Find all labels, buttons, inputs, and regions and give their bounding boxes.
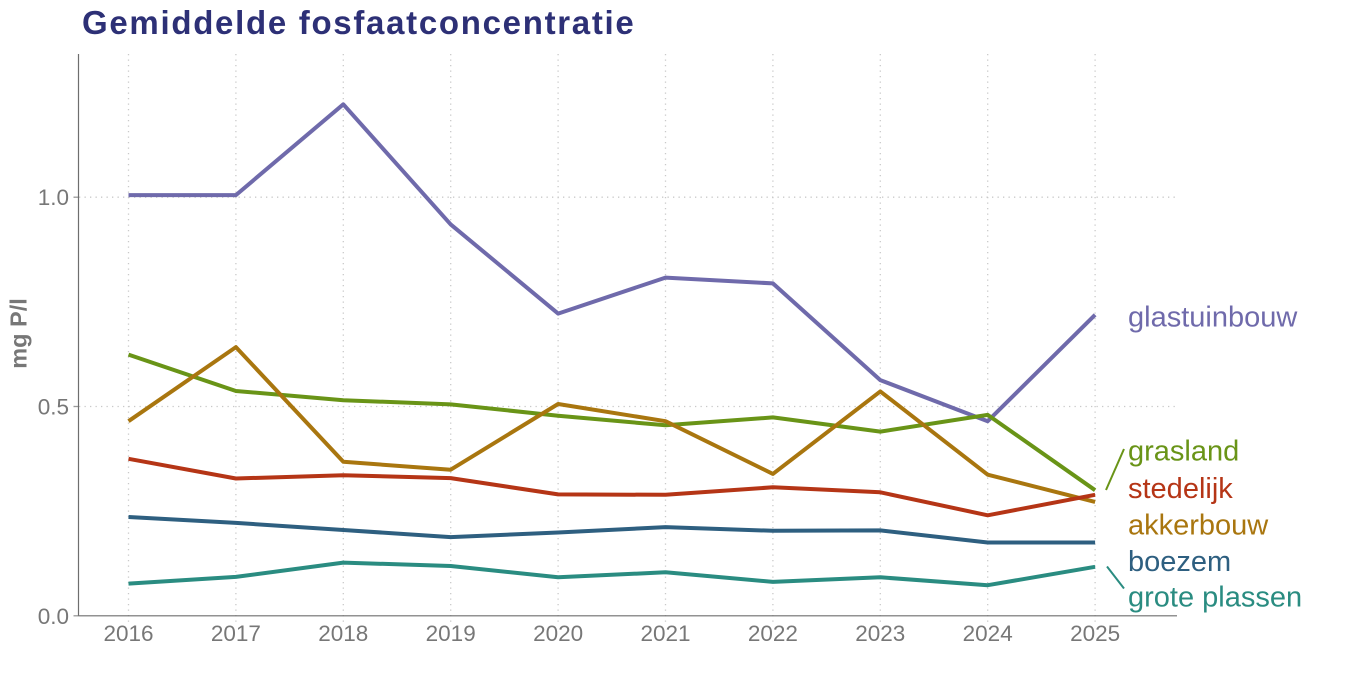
svg-text:2018: 2018: [318, 621, 368, 646]
svg-text:0.0: 0.0: [38, 604, 69, 629]
svg-text:2024: 2024: [963, 621, 1013, 646]
svg-text:glastuinbouw: glastuinbouw: [1128, 302, 1298, 334]
svg-text:2016: 2016: [103, 621, 153, 646]
svg-text:akkerbouw: akkerbouw: [1128, 510, 1269, 542]
svg-text:2017: 2017: [211, 621, 261, 646]
svg-text:2025: 2025: [1070, 621, 1120, 646]
svg-text:mg P/l: mg P/l: [6, 298, 32, 369]
svg-text:Gemiddelde fosfaatconcentratie: Gemiddelde fosfaatconcentratie: [82, 4, 635, 41]
svg-text:stedelijk: stedelijk: [1128, 473, 1233, 505]
svg-text:2021: 2021: [640, 621, 690, 646]
svg-text:grasland: grasland: [1128, 436, 1239, 468]
svg-text:2019: 2019: [426, 621, 476, 646]
svg-text:2023: 2023: [855, 621, 905, 646]
svg-text:grote plassen: grote plassen: [1128, 582, 1302, 614]
svg-text:1.0: 1.0: [38, 185, 69, 210]
svg-text:2020: 2020: [533, 621, 583, 646]
svg-text:2022: 2022: [748, 621, 798, 646]
svg-text:0.5: 0.5: [38, 395, 69, 420]
svg-text:boezem: boezem: [1128, 546, 1231, 578]
